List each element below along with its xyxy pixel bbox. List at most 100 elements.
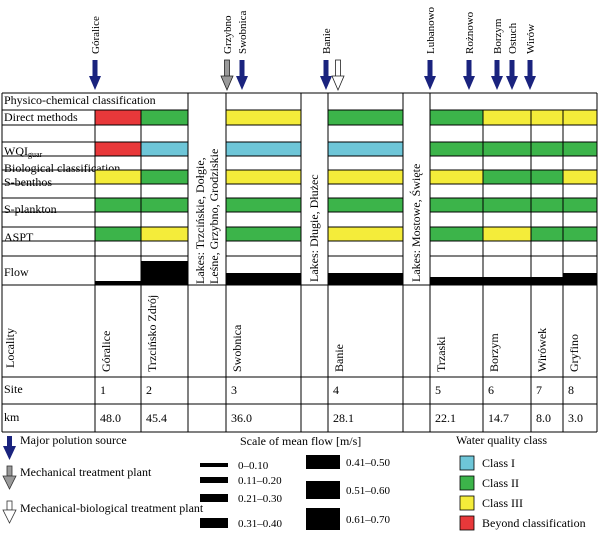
mechanical-biological-plant-icon — [2, 500, 17, 524]
source-label-2: Grzybno — [222, 15, 234, 54]
lake-labels: Lakes: Trzcińskie, Dołgie, Leśne, Grzybn… — [193, 149, 423, 284]
flow-scale-swatch-1 — [200, 463, 228, 467]
source-label-6: Lubanowo — [425, 6, 437, 54]
sbenthos-cell-4 — [328, 170, 403, 184]
flow-bar-7 — [531, 277, 563, 285]
source-label-1: Góralice — [90, 16, 102, 54]
wirów-source-arrow-icon: Wirów — [524, 24, 537, 90]
locality-3: Swobnica — [230, 324, 244, 372]
class-swatch-2 — [459, 475, 475, 491]
wqi-cell-8 — [563, 142, 597, 156]
lake-label-1: Lakes: Trzcińskie, Dołgie, Leśne, Grzybn… — [193, 149, 221, 284]
flow-scale-swatch-2 — [200, 477, 228, 483]
source-label-9: Ostuch — [507, 22, 519, 54]
banie-source-arrow-icon: Banie — [320, 28, 333, 90]
flow-scale-swatch-6 — [306, 481, 340, 499]
flow-scale-label-1: 0–0.10 — [238, 460, 269, 472]
sbenthos-cell-1 — [95, 170, 141, 184]
unnamed-source-arrow-icon — [331, 59, 345, 92]
km-6: 14.7 — [488, 411, 509, 425]
aspt-label: ASPT — [4, 230, 34, 244]
wqi-cell-7 — [531, 142, 563, 156]
sbenthos-cell-6 — [483, 170, 531, 184]
splankton-cell-8 — [563, 198, 597, 212]
site-7: 7 — [536, 383, 542, 397]
lubanowo-source-arrow-icon: Lubanowo — [424, 6, 437, 90]
sbenthos-cell-8 — [563, 170, 597, 184]
aspt-cell-5 — [430, 227, 483, 241]
splankton-cell-7 — [531, 198, 563, 212]
site-3: 3 — [231, 383, 237, 397]
flow-bar-5 — [430, 277, 483, 285]
source-label-8: Borzym — [492, 18, 504, 54]
wqi-cell-4 — [328, 142, 403, 156]
wqi-label: WQIguar — [4, 144, 43, 159]
legend-water-quality: Water quality class Class I Class II Class… — [456, 433, 586, 531]
flow-scale-swatch-4 — [200, 518, 228, 528]
splankton-cell-5 — [430, 198, 483, 212]
sbenthos-cell-3 — [226, 170, 301, 184]
locality-2: Trzcińsko Zdrój — [145, 295, 159, 372]
km-4: 28.1 — [333, 411, 354, 425]
lake-label-2: Lakes: Długie, Dłużec — [307, 174, 321, 282]
locality-8: Gryfino — [567, 334, 581, 372]
legend-mechanical-biological-label: Mechanical-biological treatment plant — [20, 501, 204, 515]
mechanical-plant-icon — [2, 465, 17, 490]
source-label-7: Rożnowo — [464, 11, 476, 54]
km-3: 36.0 — [231, 411, 252, 425]
grzybno-source-arrow-icon: Grzybno — [220, 15, 234, 92]
legend-sources: Major polution source Mechanical treatme… — [2, 433, 204, 524]
km-8: 3.0 — [568, 411, 583, 425]
direct-cell-6 — [483, 110, 531, 125]
locality-5: Trzaski — [434, 336, 448, 372]
biological-label: Biological classification — [4, 161, 120, 175]
splankton-cell-1 — [95, 198, 141, 212]
site-8: 8 — [568, 383, 574, 397]
legend-major-label: Major polution source — [20, 433, 127, 447]
sbenthos-label: S-benthos — [4, 175, 52, 189]
legend-flow-title: Scale of mean flow [m/s] — [240, 434, 361, 448]
flow-bar-6 — [483, 277, 531, 285]
aspt-cell-4 — [328, 227, 403, 241]
flow-scale-label-6: 0.51–0.60 — [346, 485, 391, 497]
borzym-source-arrow-icon: Borzym — [491, 18, 504, 90]
wqi-cell-2 — [141, 142, 188, 156]
site-5: 5 — [435, 383, 441, 397]
class-swatch-3 — [459, 495, 475, 511]
flow-bar-4 — [328, 273, 403, 285]
class-label-4: Beyond classification — [482, 516, 586, 530]
locality-1: Góralice — [99, 331, 113, 372]
wqi-cell-6 — [483, 142, 531, 156]
splankton-cell-2 — [141, 198, 188, 212]
site-2: 2 — [146, 383, 152, 397]
class-label-2: Class II — [482, 476, 519, 490]
flow-bar-1 — [95, 281, 141, 285]
góralice-source-arrow-icon: Góralice — [89, 16, 102, 90]
direct-cell-7 — [531, 110, 563, 125]
flow-label: Flow — [4, 265, 29, 279]
flow-scale-label-2: 0.11–0.20 — [238, 475, 282, 487]
direct-cell-4 — [328, 110, 403, 125]
splankton-cell-3 — [226, 198, 301, 212]
site-1: 1 — [100, 383, 106, 397]
legend-water-title: Water quality class — [456, 433, 547, 447]
aspt-cell-7 — [531, 227, 563, 241]
aspt-cell-2 — [141, 227, 188, 241]
km-label: km — [4, 410, 20, 424]
flow-scale-label-3: 0.21–0.30 — [238, 493, 283, 505]
rożnowo-source-arrow-icon: Rożnowo — [463, 11, 476, 90]
class-swatch-1 — [459, 455, 475, 471]
direct-cell-3 — [226, 110, 301, 125]
sbenthos-cell-2 — [141, 170, 188, 184]
locality-6: Borzym — [487, 333, 501, 372]
direct-cell-5 — [430, 110, 483, 125]
flow-bar-2 — [141, 261, 188, 285]
sbenthos-cell-7 — [531, 170, 563, 184]
flow-scale-swatch-5 — [306, 455, 340, 469]
class-label-3: Class III — [482, 496, 523, 510]
ostuch-source-arrow-icon: Ostuch — [506, 22, 519, 90]
direct-label: Direct methods — [4, 110, 78, 124]
classification-cells — [95, 110, 597, 285]
